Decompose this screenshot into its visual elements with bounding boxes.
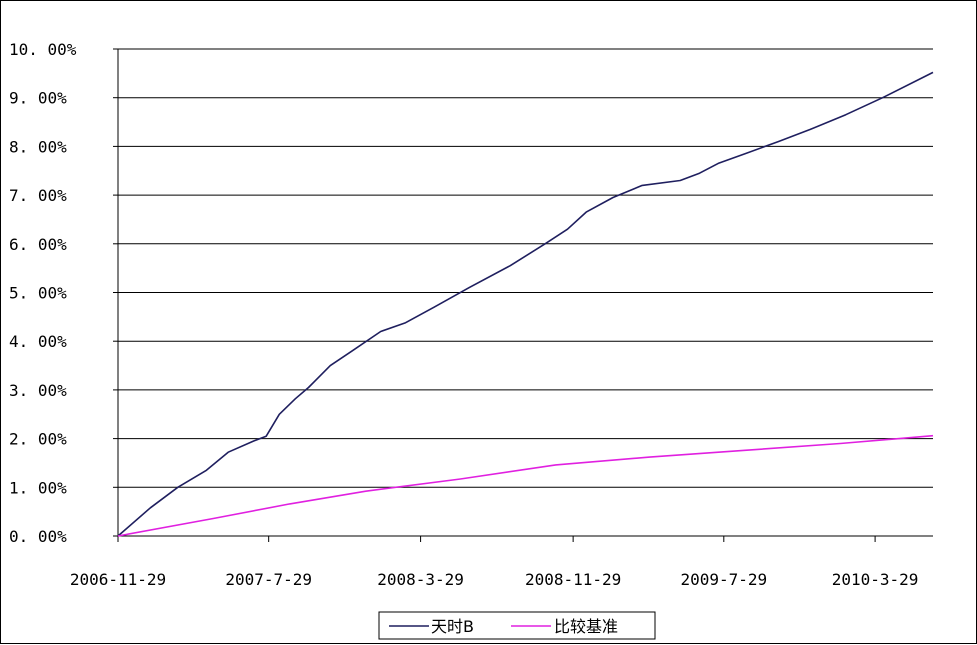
y-tick-label: 3. 00% — [9, 381, 67, 400]
x-tick-label: 2010-3-29 — [832, 570, 919, 589]
series-lines — [117, 71, 934, 537]
y-tick-label: 1. 00% — [9, 478, 67, 497]
y-tick-label: 2. 00% — [9, 430, 67, 449]
y-tick-label: 0. 00% — [9, 527, 67, 546]
series-line-0 — [117, 71, 934, 537]
y-axis-ticks: 0. 00% 1. 00% 2. 00% 3. 00% 4. 00% 5. 00% 6. 0… — [9, 40, 118, 546]
y-tick-label: 9. 00% — [9, 89, 67, 108]
legend: 天时B 比较基准 — [378, 611, 656, 640]
x-tick-label: 2006-11-29 — [70, 570, 166, 589]
y-tick-label: 8. 00% — [9, 137, 67, 156]
legend-label-tianshi-b: 天时B — [431, 617, 474, 636]
x-tick-label: 2007-7-29 — [225, 570, 312, 589]
x-tick-label: 2008-11-29 — [525, 570, 621, 589]
x-tick-label: 2008-3-29 — [377, 570, 464, 589]
series-line-1 — [117, 434, 934, 537]
y-tick-label: 4. 00% — [9, 332, 67, 351]
y-tick-label: 6. 00% — [9, 235, 67, 254]
x-tick-label: 2009-7-29 — [680, 570, 767, 589]
y-tick-label: 10. 00% — [9, 40, 77, 59]
x-axis-ticks: 2006-11-29 2007-7-29 2008-3-29 2008-11-29 20… — [70, 536, 919, 589]
y-tick-label: 5. 00% — [9, 284, 67, 303]
legend-label-benchmark: 比较基准 — [554, 617, 618, 636]
y-tick-label: 7. 00% — [9, 186, 67, 205]
grid-lines — [118, 48, 933, 488]
